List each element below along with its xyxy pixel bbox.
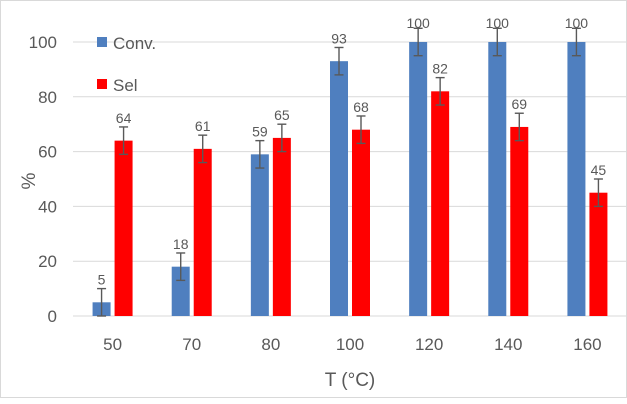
- bar-sel-50: [114, 140, 133, 316]
- tick-labels: 0 20 40 60 80 100 50 70 80 100 120 140 160: [29, 33, 602, 354]
- data-label-sel-50: 64: [116, 110, 132, 126]
- error-bar-conv-140: [492, 27, 502, 57]
- y-tick-label-60: 60: [38, 143, 57, 162]
- data-label-conv-100: 93: [331, 30, 347, 46]
- data-label-conv-160: 100: [565, 15, 589, 31]
- data-label-conv-140: 100: [486, 15, 510, 31]
- error-bar-sel-50: [119, 126, 129, 156]
- error-bar-conv-100: [334, 46, 344, 76]
- error-bars: [97, 27, 603, 317]
- data-label-sel-70: 61: [195, 118, 211, 134]
- legend-swatch-sel: [97, 79, 107, 89]
- bar-sel-120: [431, 91, 450, 316]
- error-bar-sel-80: [277, 123, 287, 153]
- y-tick-label-80: 80: [38, 88, 57, 107]
- bar-conv-80: [250, 154, 269, 316]
- data-label-sel-160: 45: [591, 162, 607, 178]
- bar-sel-100: [352, 129, 370, 316]
- bar-sel-160: [589, 192, 608, 316]
- bars: [92, 42, 608, 317]
- bar-sel-80: [272, 137, 291, 316]
- data-labels: 5 64 18 61 59 65 93 68 100 82 100 69 100 45: [98, 15, 607, 288]
- bar-sel-70: [193, 148, 212, 316]
- y-tick-label-20: 20: [38, 252, 57, 271]
- bar-conv-100: [330, 61, 348, 317]
- bar-sel-140: [510, 126, 529, 316]
- x-tick-label-160: 160: [573, 335, 601, 354]
- legend-swatch-conv: [97, 37, 107, 47]
- data-label-conv-80: 59: [252, 124, 268, 140]
- error-bar-sel-120: [435, 76, 445, 106]
- bar-conv-120: [409, 42, 428, 316]
- data-label-sel-80: 65: [274, 107, 290, 123]
- error-bar-conv-160: [571, 27, 581, 57]
- bar-conv-160: [567, 42, 586, 316]
- error-bar-sel-70: [198, 134, 208, 164]
- y-tick-label-100: 100: [29, 33, 57, 52]
- error-bar-sel-100: [356, 115, 366, 145]
- data-label-conv-50: 5: [98, 272, 106, 288]
- data-label-sel-140: 69: [511, 96, 527, 112]
- bar-conv-70: [171, 266, 190, 316]
- bar-conv-140: [488, 42, 507, 316]
- error-bar-sel-160: [593, 178, 603, 208]
- error-bar-conv-50: [97, 287, 107, 317]
- data-label-conv-120: 100: [406, 15, 430, 31]
- legend-label-sel: Sel: [113, 76, 138, 95]
- data-label-sel-120: 82: [432, 61, 448, 77]
- gridlines: [73, 41, 627, 317]
- x-axis-title: T (°C): [325, 370, 376, 391]
- legend-label-conv: Conv.: [113, 34, 156, 53]
- x-tick-label-120: 120: [415, 335, 443, 354]
- x-tick-label-100: 100: [336, 335, 364, 354]
- x-tick-label-50: 50: [103, 335, 122, 354]
- x-tick-label-80: 80: [261, 335, 280, 354]
- legend: Conv. Sel: [97, 34, 156, 95]
- error-bar-conv-80: [255, 139, 265, 169]
- data-label-conv-70: 18: [173, 236, 189, 252]
- y-tick-label-40: 40: [38, 197, 57, 216]
- data-label-sel-100: 68: [353, 99, 369, 115]
- error-bar-conv-70: [176, 252, 186, 282]
- x-tick-label-140: 140: [494, 335, 522, 354]
- y-axis-title: %: [19, 172, 40, 189]
- error-bar-sel-140: [514, 112, 524, 142]
- y-tick-label-0: 0: [48, 307, 57, 326]
- x-tick-label-70: 70: [182, 335, 201, 354]
- error-bar-conv-120: [413, 27, 423, 57]
